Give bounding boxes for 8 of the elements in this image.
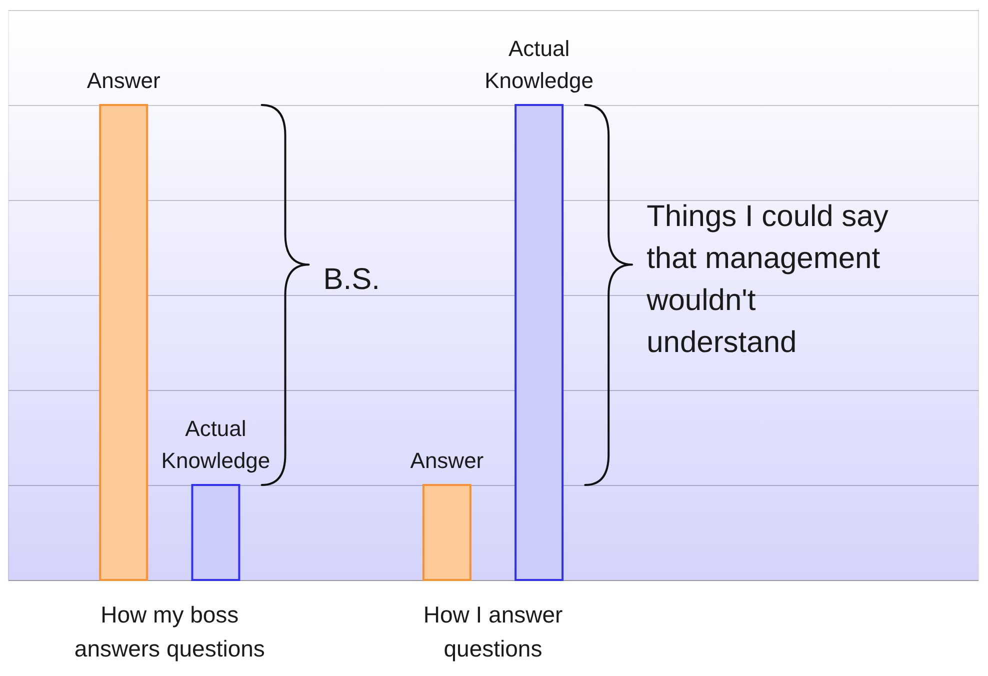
annotation: Things I could say that management wouldn't understand: [646, 200, 888, 359]
annotation: B.S.: [323, 262, 380, 296]
text: Actual Knowledge: [484, 36, 594, 93]
series-label: Actual Knowledge: [161, 416, 270, 473]
text: Answer: [410, 448, 484, 473]
x-tick-label: How my boss answers questions: [74, 602, 265, 662]
x-tick-label: How I answer questions: [423, 602, 563, 662]
series-label: Answer: [86, 68, 160, 93]
